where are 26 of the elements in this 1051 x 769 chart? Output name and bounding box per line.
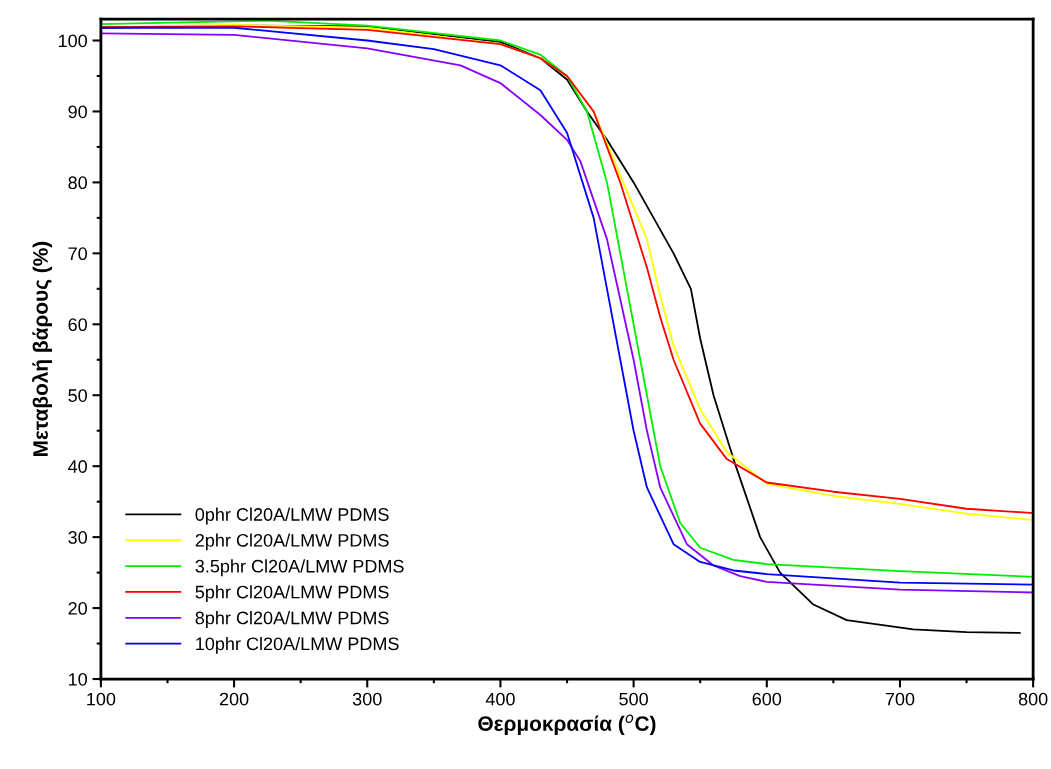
y-tick-label: 80 [68,176,87,190]
legend-label: 2phr Cl20A/LMW PDMS [195,533,389,551]
y-tick-label: 10 [69,672,87,686]
legend-label: 0phr Cl20A/LMW PDMS [195,507,389,525]
x-tick-label: 700 [885,692,915,706]
x-tick-label: 300 [352,692,382,706]
x-tick-label: 200 [219,692,249,706]
x-tick-label: 400 [485,692,515,706]
legend-label: 3.5phr Cl20A/LMW PDMS [195,559,404,577]
x-tick-label: 600 [752,692,782,706]
y-tick-label: 60 [68,318,87,332]
y-tick-label: 100 [58,34,87,48]
y-tick-label: 70 [68,247,87,261]
y-tick-label: 40 [68,460,87,473]
x-axis-title: Θερμοκρασία ($^{o}$C) [478,714,656,736]
y-tick-label: 30 [68,531,87,544]
y-tick-label: 50 [68,389,87,402]
legend-label: 10phr Cl20A/LMW PDMS [196,636,399,654]
y-tick-label: 20 [68,602,87,615]
y-tick-label: 90 [68,105,87,119]
y-axis-title: Μεταβολή βάρους (%) [32,241,53,457]
x-tick-label: 100 [87,692,116,706]
legend-label: 8phr Cl20A/LMW PDMS [195,611,389,628]
x-tick-label: 800 [1018,692,1048,706]
x-tick-label: 500 [619,692,648,706]
legend-label: 5phr Cl20A/LMW PDMS [195,585,389,603]
